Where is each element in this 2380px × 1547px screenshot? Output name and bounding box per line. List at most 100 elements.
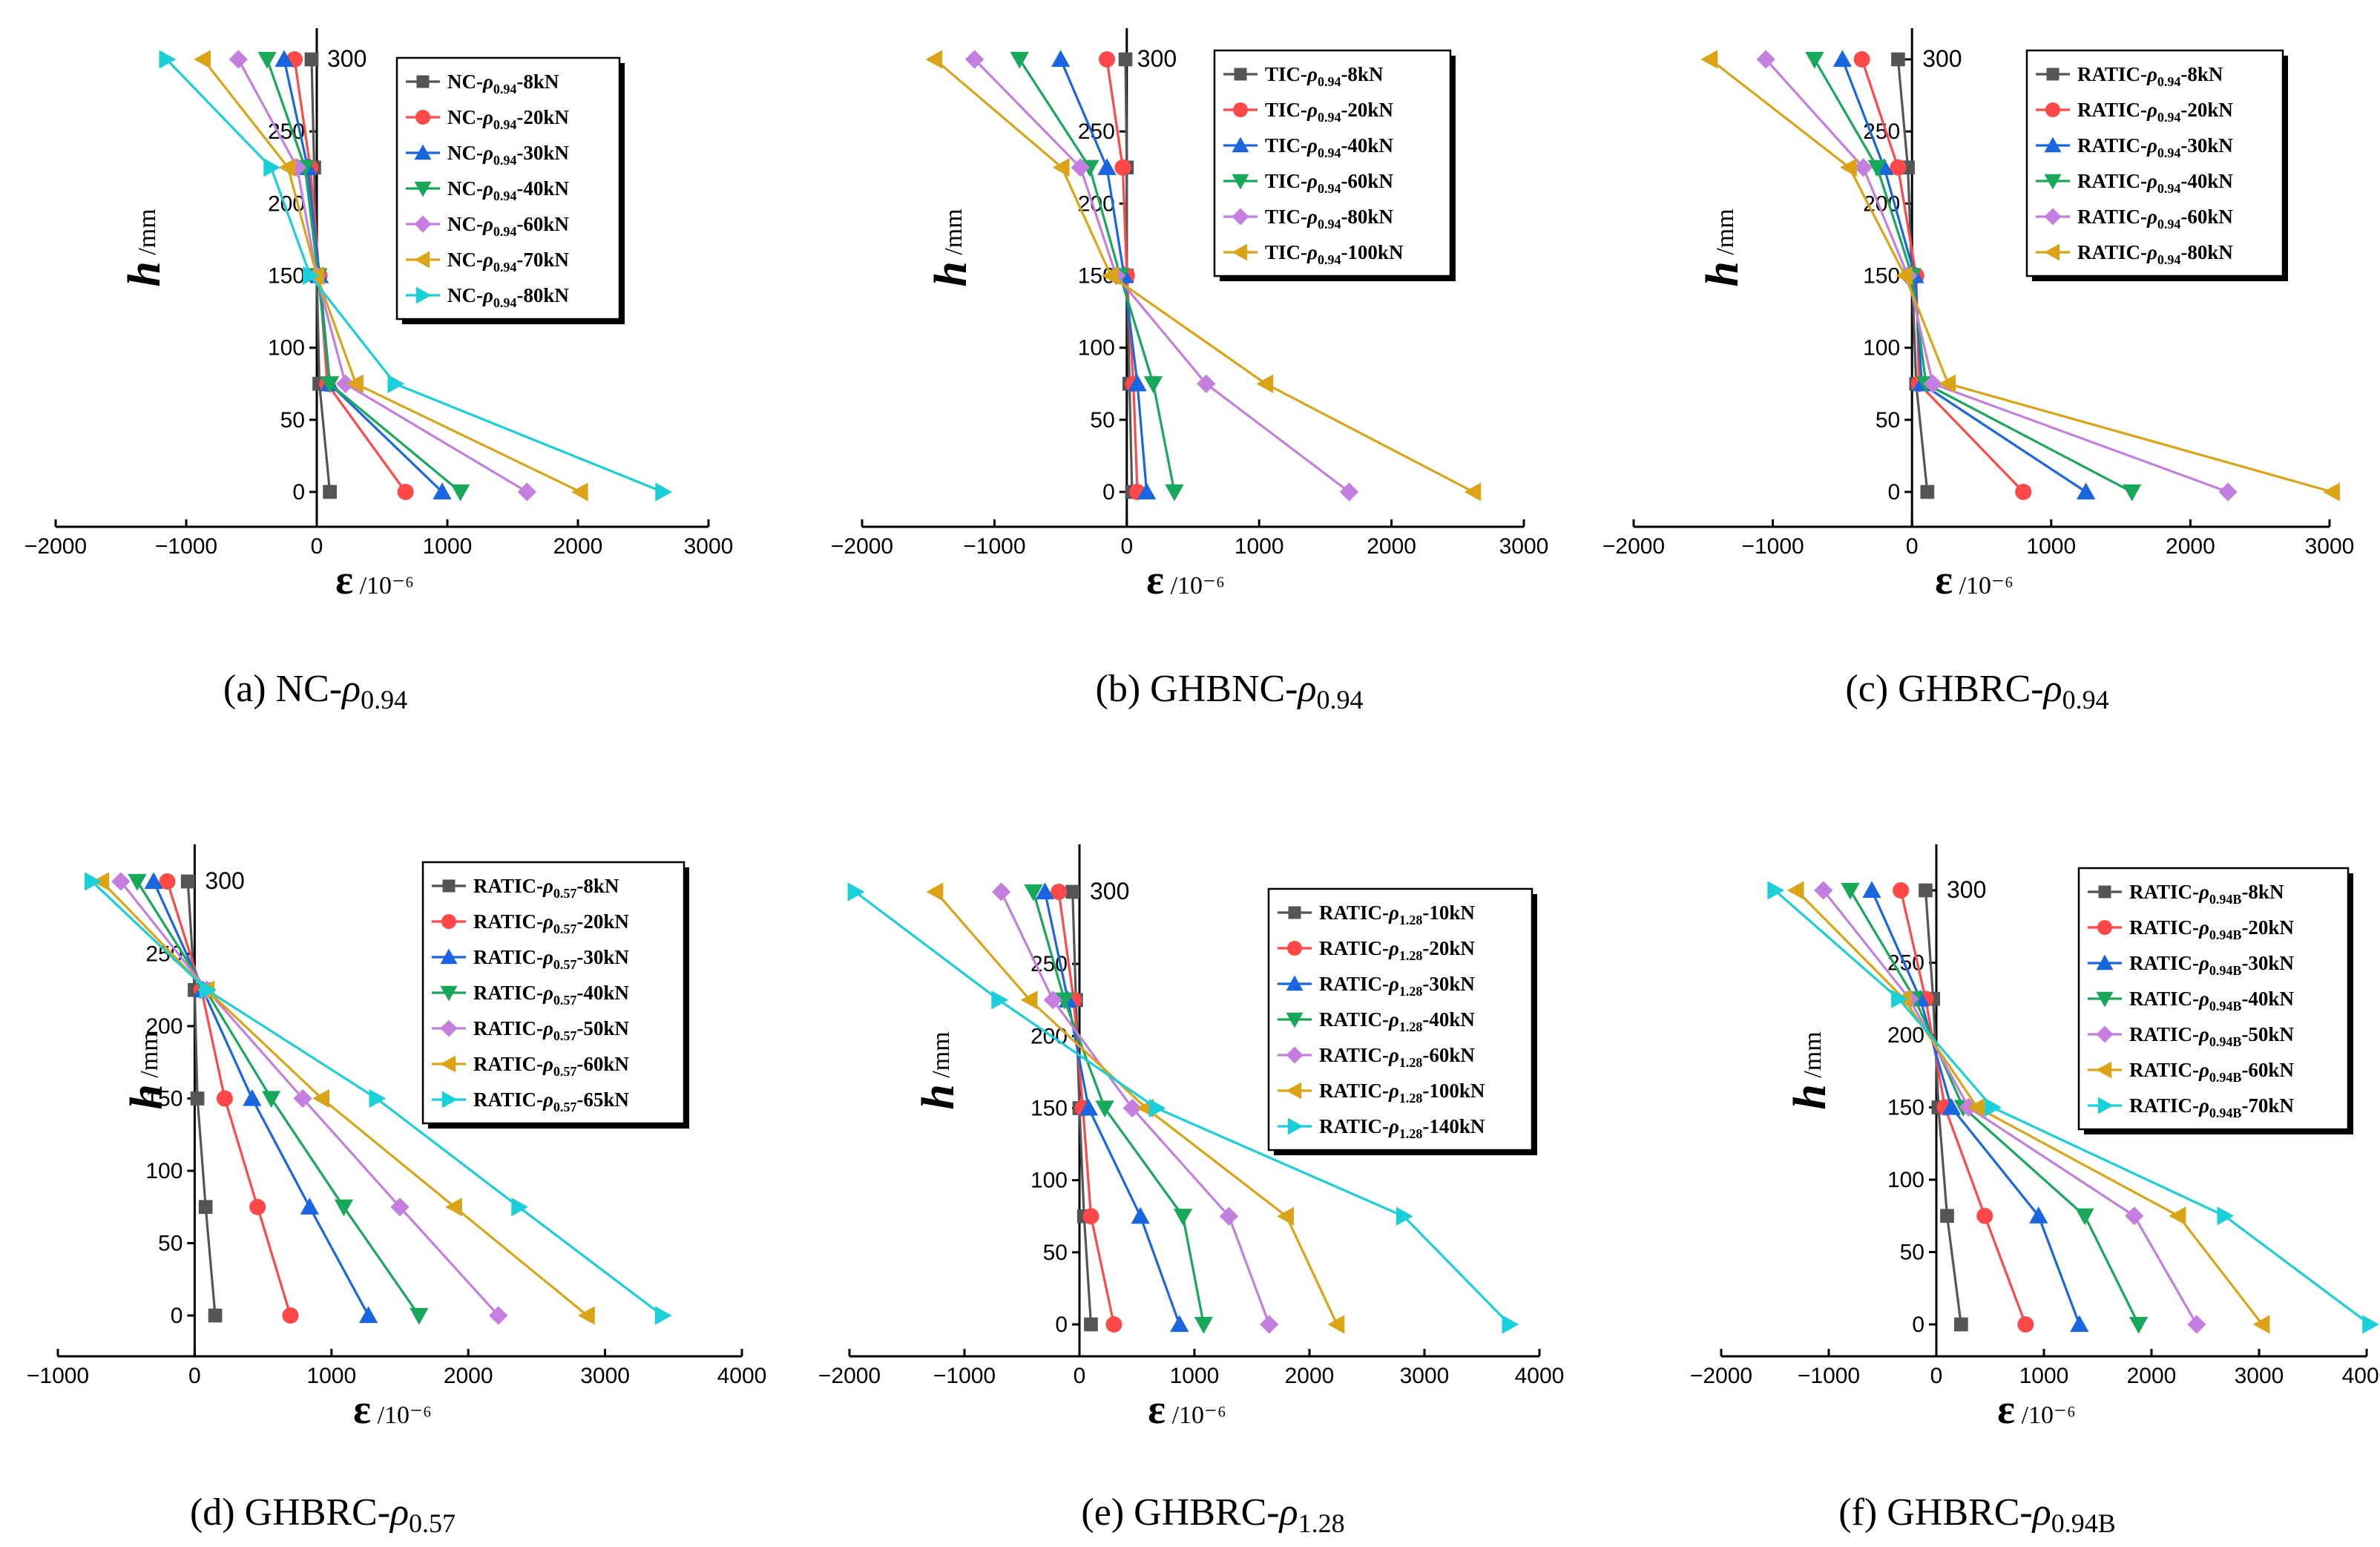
legend-rho: ρ bbox=[1388, 901, 1399, 924]
data-point bbox=[390, 1198, 410, 1217]
legend-marker bbox=[440, 1019, 458, 1037]
legend-subscript: 0.94B bbox=[2209, 1070, 2242, 1085]
y-tick-label: 50 bbox=[1043, 1241, 1068, 1265]
x-tick-label: 1000 bbox=[2026, 534, 2076, 559]
legend-suffix: -30kN bbox=[576, 946, 629, 968]
legend-suffix: -20kN bbox=[1422, 937, 1475, 959]
y-tick-label: 100 bbox=[1078, 336, 1115, 361]
x-axis-title: ε /10⁻⁶ bbox=[1997, 1387, 2076, 1433]
x-tick-label: 3000 bbox=[684, 534, 734, 559]
data-point bbox=[1464, 482, 1482, 502]
legend-prefix: RATIC- bbox=[1319, 901, 1389, 924]
legend-item: TIC-ρ0.94-60kN bbox=[1223, 170, 1393, 196]
legend-label: RATIC-ρ1.28-40kN bbox=[1319, 1008, 1475, 1034]
x-axis-symbol: ε bbox=[1997, 1387, 2015, 1433]
legend-label: TIC-ρ0.94-80kN bbox=[1265, 206, 1393, 231]
data-point bbox=[387, 374, 405, 393]
y-axis-title: h /mm bbox=[1785, 1031, 1835, 1109]
legend-item: RATIC-ρ1.28-40kN bbox=[1278, 1008, 1475, 1034]
data-point bbox=[1814, 881, 1833, 900]
legend-rho: ρ bbox=[542, 1053, 553, 1075]
data-point bbox=[926, 882, 944, 901]
legend-rho: ρ bbox=[2198, 1023, 2209, 1045]
legend-subscript: 0.57 bbox=[553, 1028, 577, 1043]
series-140kN bbox=[847, 882, 1519, 1334]
legend-label: RATIC-ρ0.94B-50kN bbox=[2129, 1023, 2294, 1049]
legend-rho: ρ bbox=[1306, 63, 1318, 85]
legend-prefix: RATIC- bbox=[2077, 170, 2147, 192]
x-tick-label: −2000 bbox=[831, 534, 893, 559]
legend-rho: ρ bbox=[2198, 1059, 2209, 1081]
data-point bbox=[1968, 1097, 1985, 1117]
data-point bbox=[2077, 482, 2096, 500]
data-point bbox=[144, 872, 163, 890]
legend-item: RATIC-ρ1.28-20kN bbox=[1278, 937, 1475, 963]
series-30kN bbox=[1862, 881, 2089, 1333]
legend-prefix: RATIC- bbox=[2129, 952, 2199, 974]
legend-rho: ρ bbox=[2198, 988, 2209, 1010]
x-tick-label: 0 bbox=[311, 534, 323, 559]
data-point bbox=[1805, 51, 1824, 69]
x-axis-symbol: ε bbox=[1146, 557, 1164, 603]
data-point bbox=[1893, 882, 1910, 899]
legend-prefix: RATIC- bbox=[1319, 1008, 1389, 1031]
caption-rho: ρ bbox=[341, 668, 361, 710]
legend-rho: ρ bbox=[2146, 241, 2157, 263]
legend-subscript: 0.94 bbox=[2157, 252, 2181, 267]
y-tick-label: 100 bbox=[268, 336, 305, 361]
legend-item: RATIC-ρ0.57-50kN bbox=[432, 1017, 629, 1043]
legend-rho: ρ bbox=[482, 177, 493, 200]
legend-subscript: 0.57 bbox=[553, 1064, 577, 1079]
legend-label: TIC-ρ0.94-60kN bbox=[1265, 170, 1393, 196]
legend-item: TIC-ρ0.94-80kN bbox=[1223, 206, 1393, 231]
y-tick-label: 200 bbox=[1030, 1024, 1068, 1048]
legend-rho: ρ bbox=[482, 213, 493, 235]
y-tick-label: 100 bbox=[1863, 336, 1900, 361]
legend-prefix: RATIC- bbox=[2077, 241, 2147, 263]
data-point bbox=[1327, 1315, 1345, 1334]
data-point bbox=[2169, 1206, 2186, 1226]
x-tick-label: 0 bbox=[188, 1364, 201, 1388]
legend-marker bbox=[1288, 906, 1301, 919]
y-axis-unit: /mm bbox=[134, 208, 161, 261]
legend-item: RATIC-ρ1.28-10kN bbox=[1278, 901, 1475, 927]
data-point bbox=[2252, 1315, 2270, 1334]
legend-label: RATIC-ρ0.94-60kN bbox=[2077, 206, 2233, 231]
x-axis-unit: /10⁻⁶ bbox=[2015, 1402, 2076, 1429]
data-point bbox=[1896, 266, 1913, 286]
y-axis-symbol: h bbox=[1697, 261, 1748, 286]
data-point bbox=[199, 980, 217, 999]
y-axis-unit: /mm bbox=[136, 1031, 163, 1084]
legend-item: RATIC-ρ0.57-65kN bbox=[432, 1088, 629, 1114]
data-point bbox=[303, 266, 320, 286]
legend bbox=[1267, 887, 1533, 1152]
legend-label: RATIC-ρ1.28-60kN bbox=[1319, 1044, 1475, 1070]
data-point bbox=[847, 882, 865, 901]
x-tick-label: 2000 bbox=[2127, 1364, 2177, 1388]
legend-subscript: 1.28 bbox=[1399, 1091, 1423, 1106]
legend-prefix: NC- bbox=[447, 213, 483, 235]
y-axis-title: h /mm bbox=[1697, 208, 1748, 286]
legend-suffix: -40kN bbox=[2180, 170, 2233, 192]
legend-subscript: 0.94 bbox=[493, 224, 517, 239]
legend-item: NC-ρ0.94-40kN bbox=[406, 177, 569, 203]
legend-subscript: 0.57 bbox=[553, 993, 577, 1008]
legend-subscript: 0.94 bbox=[493, 188, 517, 203]
legend-rho: ρ bbox=[542, 875, 553, 897]
y-tick-label: 300 bbox=[327, 45, 366, 72]
data-point bbox=[159, 50, 177, 69]
caption-text: (d) GHBRC- bbox=[190, 1491, 390, 1534]
legend-item: RATIC-ρ1.28-140kN bbox=[1278, 1115, 1485, 1141]
legend-item: RATIC-ρ0.57-60kN bbox=[432, 1053, 629, 1079]
legend-subscript: 0.57 bbox=[553, 886, 577, 901]
data-point bbox=[445, 1198, 462, 1217]
legend-rho: ρ bbox=[2146, 170, 2157, 192]
legend-label: NC-ρ0.94-60kN bbox=[447, 213, 569, 239]
legend-marker bbox=[2097, 1097, 2114, 1114]
data-point bbox=[450, 484, 470, 502]
legend-suffix: -60kN bbox=[576, 1053, 629, 1075]
legend-item: TIC-ρ0.94-100kN bbox=[1223, 241, 1404, 267]
data-point bbox=[1767, 881, 1785, 900]
legend-item: RATIC-ρ0.57-8kN bbox=[432, 875, 619, 901]
data-point bbox=[320, 376, 340, 393]
